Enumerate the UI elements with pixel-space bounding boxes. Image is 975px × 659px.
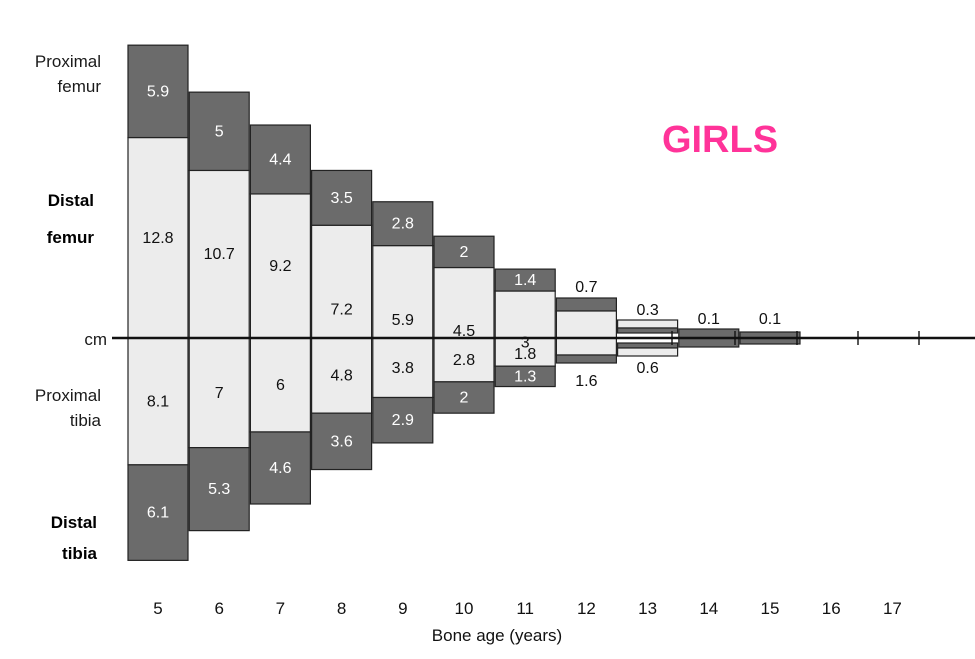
bar-distal-femur-13 [616,319,679,329]
bar-proximal-tibia-13 [616,347,679,357]
value-proximal-femur-9: 2.8 [392,216,414,233]
x-tick-label-15: 15 [761,599,780,618]
value-distal-tibia-9: 2.9 [392,412,414,429]
bar-distal-femur-6 [188,169,250,339]
bar-distal-tibia-10 [433,381,495,414]
value-distal-femur-9: 5.9 [392,312,414,329]
bar-distal-tibia-8 [311,412,373,471]
bar-distal-tibia-9 [372,396,434,444]
bar-proximal-tibia-7 [249,337,311,433]
bar-proximal-femur-8 [311,169,373,226]
x-tick-label-6: 6 [214,599,223,618]
bar-proximal-femur-7 [249,124,311,195]
x-tick-label-17: 17 [883,599,902,618]
bar-proximal-tibia-9 [372,337,434,399]
bar-proximal-tibia-10 [433,337,495,383]
bar-proximal-femur-12 [555,297,618,312]
value-proximal-femur-6: 5 [215,123,224,140]
x-tick-label-16: 16 [822,599,841,618]
bars-layer [127,44,801,561]
bar-distal-tibia-12 [555,354,618,364]
value-proximal-tibia-10: 2.8 [453,352,475,369]
value-distal-femur-11: 3 [521,335,530,352]
row-label-distal-tibia-line1: Distal [51,513,97,532]
bar-distal-femur-10 [433,266,495,339]
row-label-distal-femur-line1: Distal [48,191,94,210]
value-distal-tibia-10: 2 [460,390,469,407]
bar-distal-tibia-5 [127,464,189,561]
value-distal-femur-15: 0.1 [759,311,781,328]
x-tick-label-7: 7 [276,599,285,618]
center-line-label: cm [84,330,107,349]
bar-proximal-femur-13 [616,327,679,334]
x-tick-label-10: 10 [455,599,474,618]
row-label-distal-femur-line2: femur [47,228,95,247]
value-distal-femur-5: 12.8 [142,230,173,247]
bar-distal-femur-11 [494,290,556,339]
value-proximal-tibia-11: 1.8 [514,346,536,363]
value-distal-tibia-8: 3.6 [330,433,352,450]
value-distal-femur-6: 10.7 [204,246,235,263]
value-distal-femur-14: 0.1 [698,311,720,328]
x-tick-label-8: 8 [337,599,346,618]
labels-layer: 5.9 12.8 8.1 6.1 5 10.7 7 5.3 4.4 9.2 6 4.6 3.5 7.2 4.… [142,83,901,618]
x-tick-label-12: 12 [577,599,596,618]
bar-distal-tibia-7 [249,431,311,505]
value-proximal-femur-12: 0.7 [575,279,597,296]
value-proximal-femur-11: 1.4 [514,272,536,289]
x-tick-label-5: 5 [153,599,162,618]
value-distal-tibia-5: 6.1 [147,505,169,522]
x-axis-title: Bone age (years) [432,626,562,645]
value-proximal-tibia-7: 6 [276,377,285,394]
chart-title: GIRLS [662,119,778,161]
bar-proximal-femur-6 [188,91,250,172]
value-distal-tibia-7: 4.6 [269,460,291,477]
x-tick-label-14: 14 [699,599,718,618]
value-proximal-tibia-6: 7 [215,385,224,402]
bar-distal-femur-9 [372,245,434,339]
row-label-proximal-tibia-line1: Proximal [35,386,101,405]
row-label-distal-tibia-line2: tibia [62,544,97,563]
bar-proximal-femur-9 [372,201,434,247]
x-tick-label-9: 9 [398,599,407,618]
value-distal-tibia-11: 1.3 [514,368,536,385]
row-label-proximal-femur-line2: femur [58,77,102,96]
value-proximal-tibia-8: 4.8 [330,368,352,385]
bar-distal-tibia-6 [188,447,250,532]
bar-distal-femur-12 [555,310,618,339]
bar-distal-femur-8 [311,224,373,339]
bar-proximal-tibia-11 [494,337,556,367]
bar-distal-femur-5 [127,136,189,339]
value-distal-femur-8: 7.2 [330,302,352,319]
bar-proximal-tibia-12 [555,337,618,356]
bar-proximal-femur-5 [127,44,189,139]
value-proximal-tibia-9: 3.8 [392,360,414,377]
row-label-proximal-femur-line1: Proximal [35,52,101,71]
x-tick-label-11: 11 [516,599,534,618]
bar-proximal-femur-10 [433,235,495,269]
value-distal-femur-13: 0.3 [636,302,658,319]
value-proximal-femur-10: 2 [460,244,469,261]
value-proximal-tibia-12: 1.6 [575,373,597,390]
value-proximal-femur-8: 3.5 [330,190,352,207]
bar-proximal-femur-11 [494,268,556,292]
tick-marks [671,331,920,345]
value-distal-tibia-6: 5.3 [208,481,230,498]
bar-distal-tibia-13 [616,342,679,349]
value-proximal-femur-5: 5.9 [147,83,169,100]
x-tick-label-13: 13 [638,599,657,618]
value-proximal-femur-7: 4.4 [269,151,291,168]
row-label-proximal-tibia-line2: tibia [70,411,102,430]
value-proximal-tibia-13: 0.6 [636,360,658,377]
bar-distal-tibia-11 [494,365,556,388]
value-distal-femur-10: 4.5 [453,323,475,340]
value-distal-femur-7: 9.2 [269,258,291,275]
value-proximal-tibia-5: 8.1 [147,393,169,410]
